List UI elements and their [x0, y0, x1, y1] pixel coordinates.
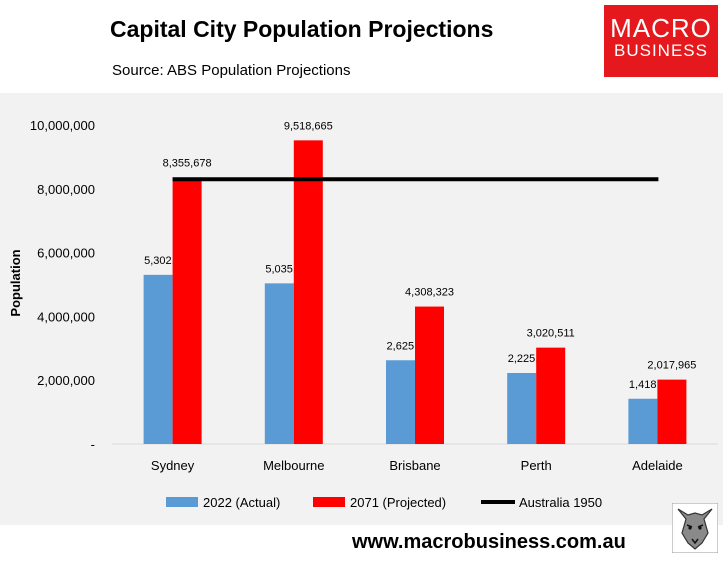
bar-2022-actual [143, 274, 173, 444]
data-label: 5,302,736 [144, 255, 193, 267]
x-tick-label: Brisbane [389, 458, 440, 473]
legend-swatch-actual [166, 497, 198, 507]
legend-label-reference: Australia 1950 [519, 495, 602, 510]
data-label: 2,017,965 [647, 360, 696, 372]
y-tick-label: 10,000,000 [30, 118, 95, 133]
bar-2071-projected [536, 347, 566, 444]
chart-svg: - 2,000,000 4,000,000 6,000,000 8,000,000 10,… [8, 118, 718, 510]
y-tick-label: - [91, 437, 95, 452]
chart-area: - 2,000,000 4,000,000 6,000,000 8,000,000 10,… [0, 93, 723, 525]
data-label: 9,518,665 [284, 120, 333, 132]
chart-title: Capital City Population Projections [110, 16, 494, 42]
bar-2022-actual [507, 372, 537, 444]
data-label: 4,308,323 [405, 287, 454, 299]
legend-label-actual: 2022 (Actual) [203, 495, 280, 510]
y-tick-label: 6,000,000 [37, 246, 95, 261]
logo-line-2: BUSINESS [614, 41, 708, 60]
y-tick-label: 2,000,000 [37, 373, 95, 388]
bar-2022-actual [264, 283, 294, 444]
chart-subtitle: Source: ABS Population Projections [112, 62, 351, 79]
legend-swatch-projected [313, 497, 345, 507]
data-label: 3,020,511 [527, 328, 575, 340]
bar-2071-projected [172, 177, 202, 445]
wolf-logo-icon [672, 503, 718, 553]
data-label: 8,355,678 [163, 157, 212, 169]
bar-2071-projected [415, 306, 444, 444]
bar-2022-actual [628, 398, 658, 444]
macrobusiness-logo: MACRO BUSINESS [604, 5, 718, 77]
logo-line-1: MACRO [610, 13, 712, 43]
y-tick-label: 8,000,000 [37, 182, 95, 197]
bar-2022-actual [386, 360, 415, 444]
bar-2071-projected [293, 140, 323, 444]
y-tick-label: 4,000,000 [37, 309, 95, 324]
x-tick-label: Adelaide [632, 458, 683, 473]
y-axis-title: Population [8, 249, 23, 316]
bar-2071-projected [657, 379, 687, 444]
x-tick-label: Sydney [151, 458, 195, 473]
x-tick-label: Melbourne [263, 458, 324, 473]
x-tick-label: Perth [521, 458, 552, 473]
footer-url: www.macrobusiness.com.au [352, 531, 626, 553]
legend-label-projected: 2071 (Projected) [350, 495, 446, 510]
